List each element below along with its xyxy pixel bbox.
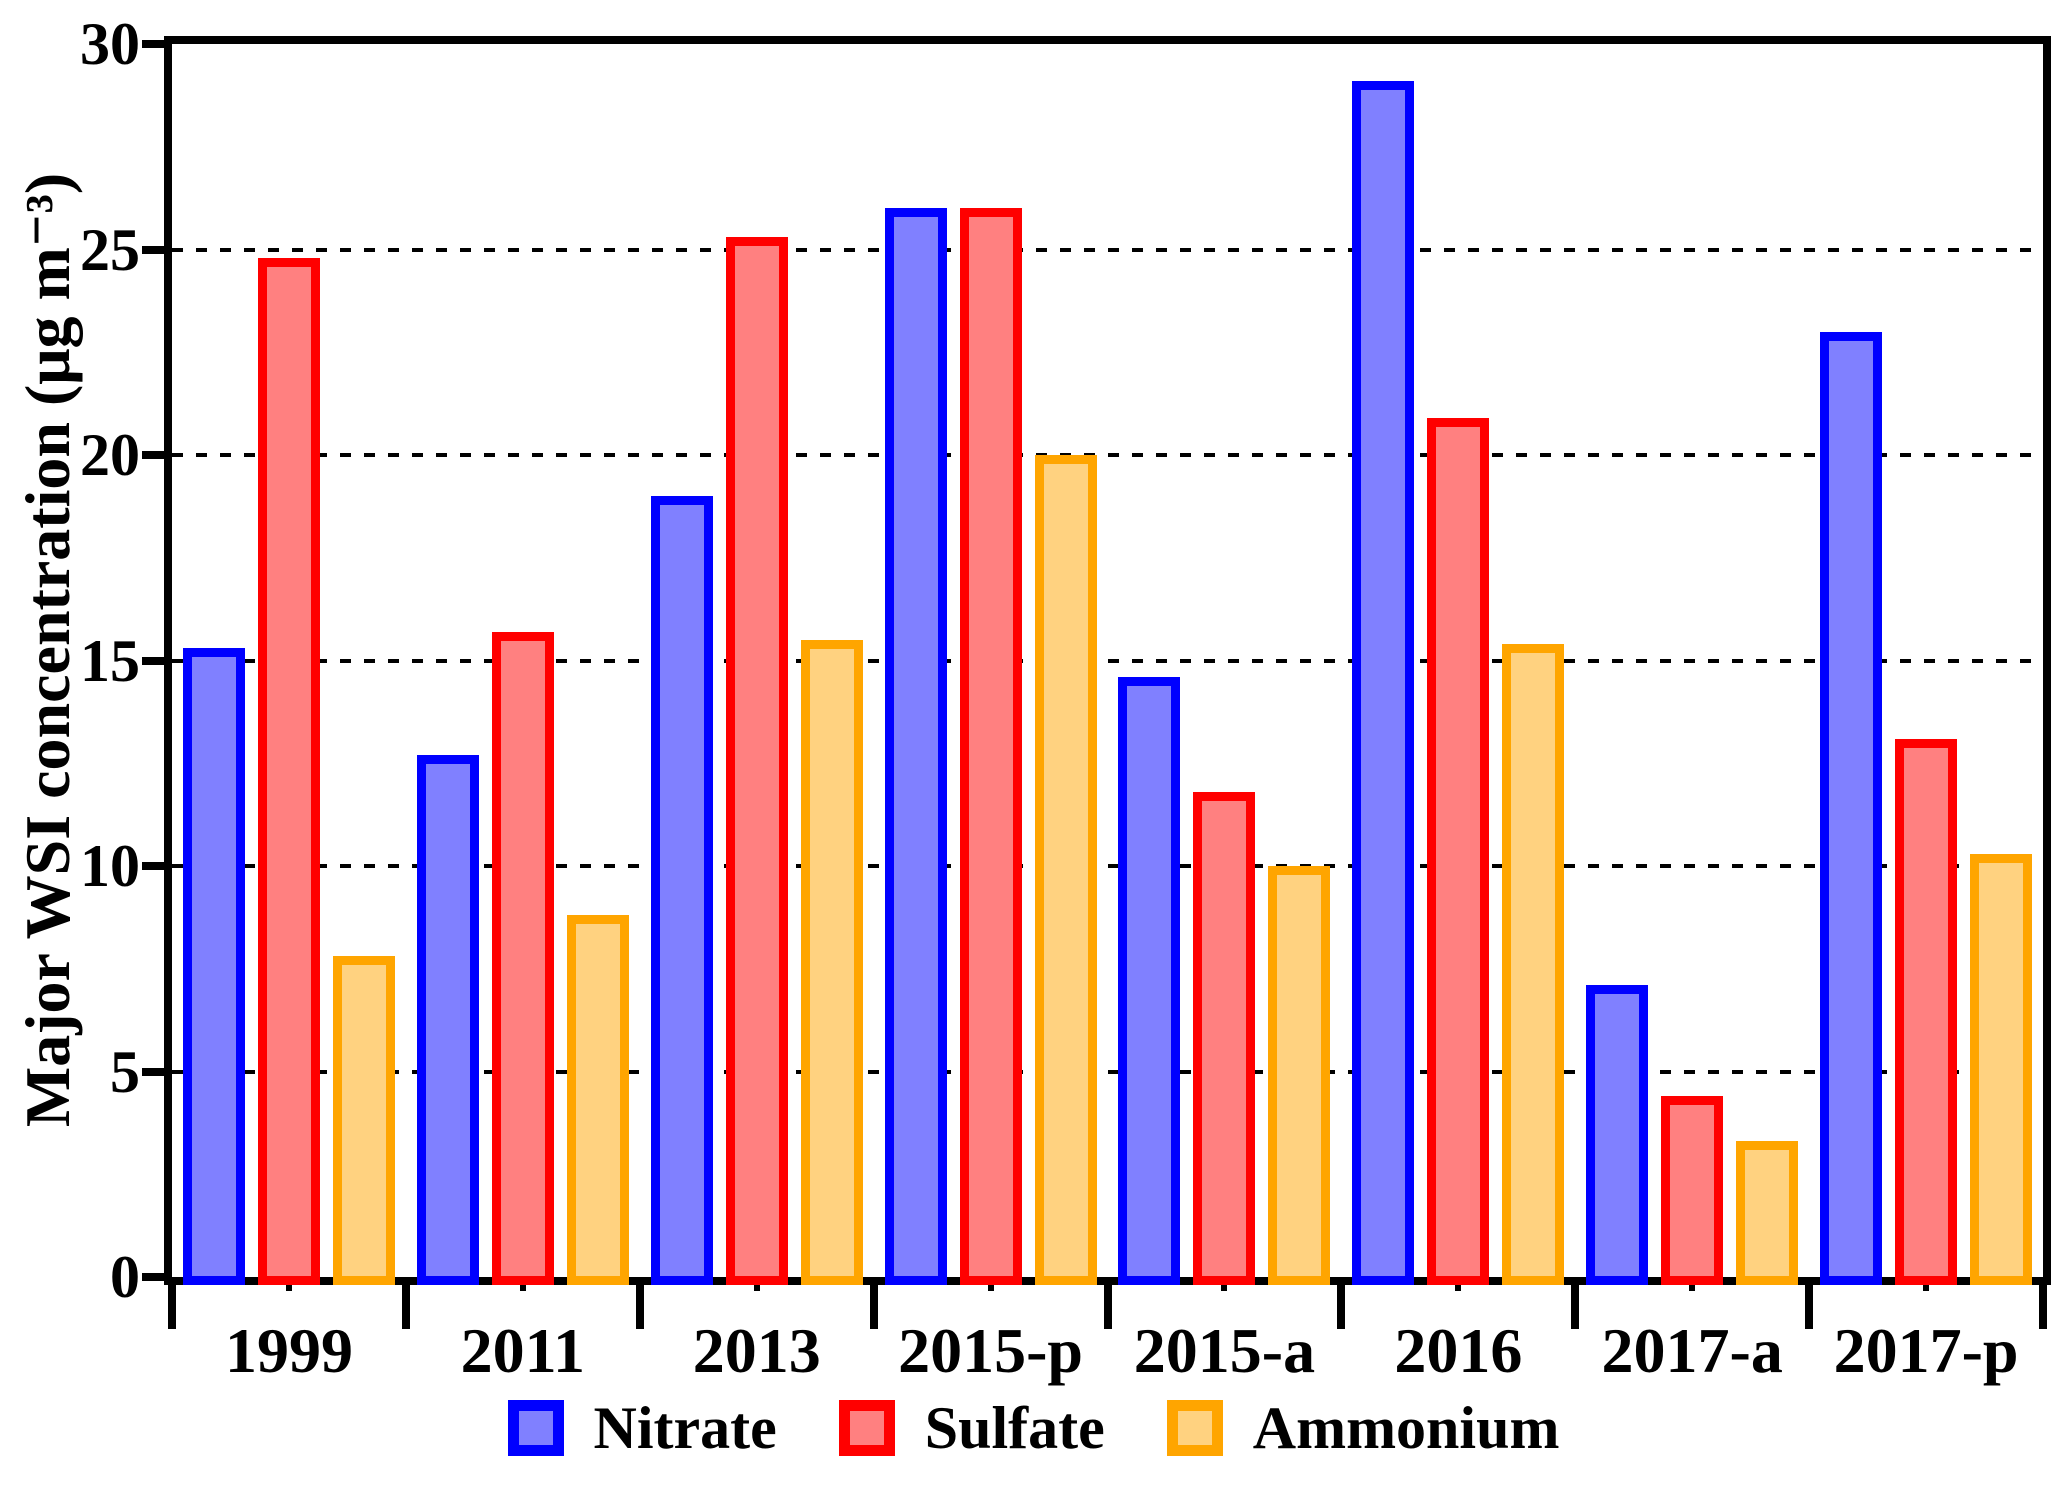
y-tick-label-25: 25: [80, 216, 140, 283]
y-tick-10: [142, 862, 166, 870]
bar-sulfate-2017-p: [1895, 739, 1957, 1285]
x-tick-label-2017-p: 2017-p: [1833, 1315, 2019, 1386]
bar-sulfate-2016: [1427, 418, 1489, 1285]
bar-ammonium-2017-a: [1736, 1141, 1798, 1285]
gridline-10: [172, 864, 2043, 868]
x-boundary-tick-5: [1337, 1277, 1346, 1329]
y-tick-5: [142, 1067, 166, 1076]
bar-nitrate-2011: [417, 755, 479, 1285]
bar-nitrate-2015-p: [885, 208, 947, 1285]
x-boundary-tick-6: [1571, 1277, 1580, 1329]
gridline-15: [172, 658, 2043, 663]
bar-nitrate-2015-a: [1118, 677, 1180, 1285]
y-tick-0: [142, 1273, 166, 1281]
legend-item-ammonium: Ammonium: [1166, 1395, 1560, 1461]
y-tick-25: [142, 245, 166, 254]
legend: Nitrate Sulfate Ammonium: [0, 1398, 2067, 1458]
x-tick-label-2011: 2011: [460, 1315, 586, 1386]
x-boundary-tick-0: [168, 1277, 176, 1329]
x-boundary-tick-2: [635, 1277, 644, 1329]
bar-sulfate-2015-p: [960, 208, 1022, 1285]
x-tick-label-2017-a: 2017-a: [1601, 1315, 1783, 1386]
legend-label-ammonium: Ammonium: [1252, 1395, 1560, 1461]
legend-swatch-ammonium-icon: [1166, 1400, 1223, 1456]
bar-ammonium-2017-p: [1970, 854, 2032, 1285]
legend-label-sulfate: Sulfate: [924, 1395, 1105, 1461]
legend-swatch-sulfate-icon: [838, 1400, 895, 1456]
bar-sulfate-1999: [258, 258, 320, 1285]
bar-nitrate-1999: [183, 648, 245, 1285]
y-tick-label-10: 10: [80, 833, 140, 899]
y-tick-label-0: 0: [110, 1244, 140, 1310]
bar-sulfate-2017-a: [1661, 1096, 1723, 1285]
bar-nitrate-2017-p: [1820, 332, 1882, 1285]
x-boundary-tick-4: [1103, 1277, 1112, 1329]
x-tick-label-2015-p: 2015-p: [898, 1315, 1084, 1386]
bar-ammonium-2015-p: [1035, 455, 1097, 1285]
bar-nitrate-2017-a: [1586, 985, 1648, 1285]
y-tick-label-30: 30: [80, 11, 140, 77]
bar-ammonium-2015-a: [1268, 866, 1330, 1285]
legend-swatch-nitrate-icon: [507, 1400, 564, 1456]
bar-ammonium-2011: [567, 915, 629, 1285]
x-boundary-tick-3: [869, 1277, 878, 1329]
x-boundary-tick-7: [1805, 1277, 1814, 1329]
y-tick-label-15: 15: [80, 627, 140, 694]
y-tick-15: [142, 656, 166, 665]
bar-sulfate-2013: [726, 237, 788, 1285]
legend-item-nitrate: Nitrate: [507, 1395, 777, 1461]
bar-ammonium-2013: [801, 640, 863, 1285]
x-boundary-tick-8: [2039, 1277, 2047, 1329]
y-tick-label-5: 5: [110, 1038, 140, 1105]
x-tick-label-2015-a: 2015-a: [1133, 1315, 1316, 1386]
bar-nitrate-2013: [651, 496, 713, 1285]
bar-sulfate-2011: [492, 632, 554, 1285]
bar-ammonium-2016: [1502, 644, 1564, 1285]
legend-label-nitrate: Nitrate: [593, 1395, 777, 1461]
legend-item-sulfate: Sulfate: [838, 1395, 1105, 1461]
gridline-20: [172, 453, 2043, 457]
bar-ammonium-1999: [333, 956, 395, 1285]
y-tick-label-20: 20: [80, 422, 140, 488]
y-tick-30: [142, 40, 166, 48]
gridline-5: [172, 1069, 2043, 1074]
gridline-25: [172, 247, 2043, 252]
x-tick-label-2013: 2013: [692, 1315, 821, 1386]
x-boundary-tick-1: [401, 1277, 410, 1329]
bar-nitrate-2016: [1352, 81, 1414, 1285]
y-tick-20: [142, 451, 166, 459]
bar-sulfate-2015-a: [1193, 792, 1255, 1285]
x-tick-label-2016: 2016: [1394, 1315, 1523, 1386]
x-tick-label-1999: 1999: [224, 1315, 353, 1386]
